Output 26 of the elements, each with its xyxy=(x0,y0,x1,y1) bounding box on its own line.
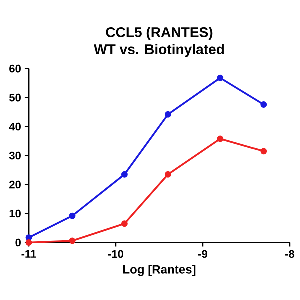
y-tick-label: 60 xyxy=(10,65,21,73)
point xyxy=(121,171,128,178)
y-tick-label: 10 xyxy=(10,210,21,218)
point xyxy=(69,212,76,220)
chart-subtitle: WT vs. Biotinylated xyxy=(94,44,224,58)
x-tick-label: -9 xyxy=(198,250,208,258)
y-tick-label: 40 xyxy=(9,122,21,131)
x-tick-label: -10 xyxy=(108,250,124,258)
y-tick-label: 20 xyxy=(10,180,21,189)
y-tick-label: 50 xyxy=(10,94,21,102)
point xyxy=(164,171,172,178)
point xyxy=(26,234,32,242)
point xyxy=(26,240,32,246)
y-tick-label: 30 xyxy=(9,152,21,160)
y-tick-label: 0 xyxy=(16,238,21,247)
point xyxy=(217,74,224,82)
x-tick-label: -11 xyxy=(22,250,36,258)
point xyxy=(260,102,268,108)
point xyxy=(217,136,224,142)
point xyxy=(164,111,172,118)
x-axis-title: Log [Rantes] xyxy=(124,265,196,276)
point xyxy=(69,238,76,244)
x-tick-label: -8 xyxy=(286,250,295,258)
chart-title: CCL5 (RANTES) xyxy=(106,27,213,40)
point xyxy=(260,148,268,155)
point xyxy=(121,220,128,228)
